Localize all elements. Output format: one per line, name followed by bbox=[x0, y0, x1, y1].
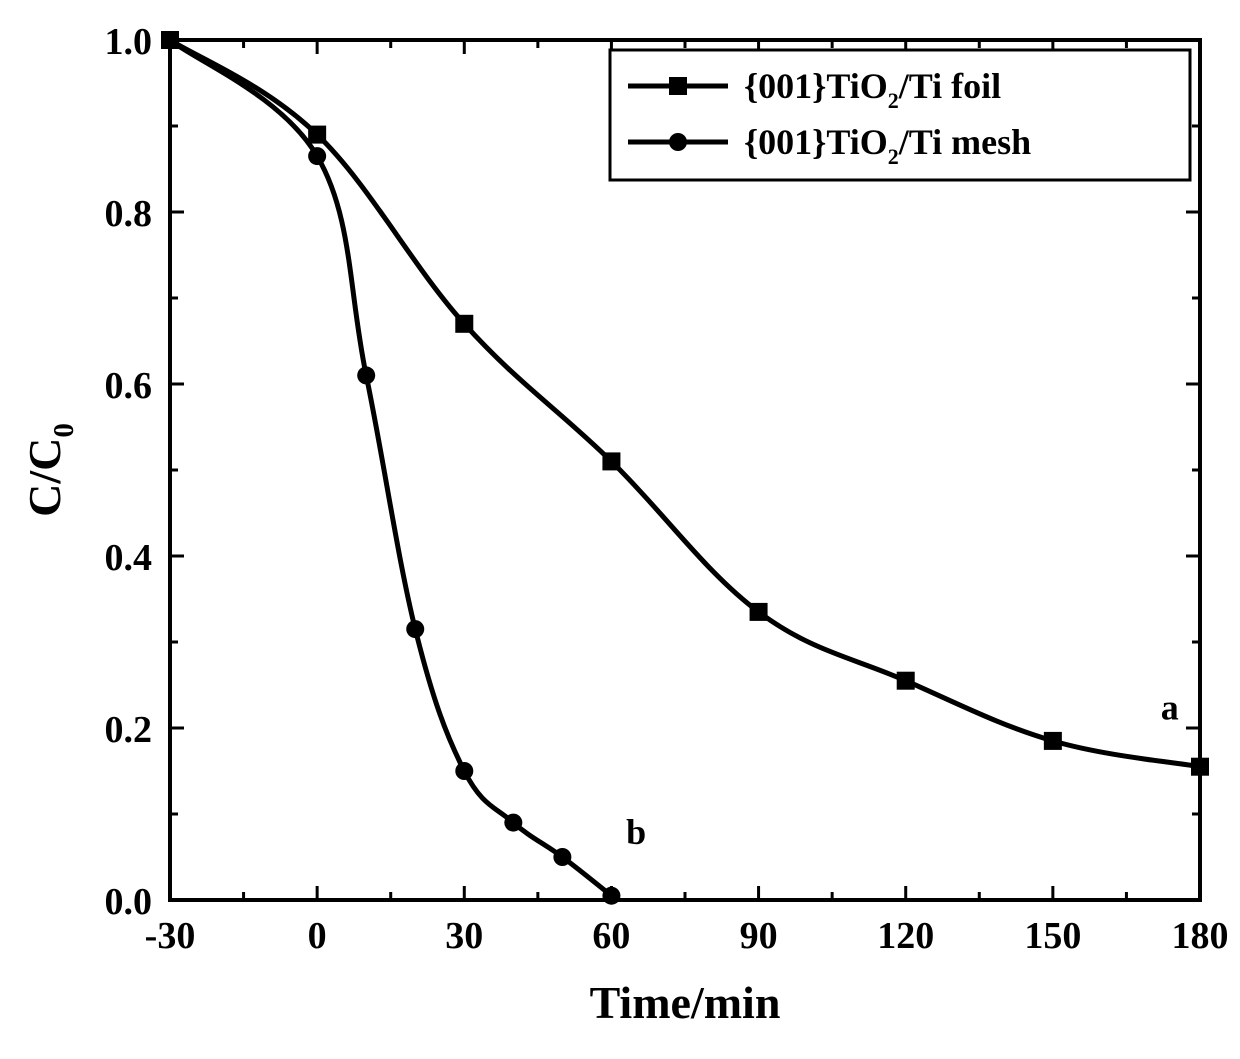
series-a-legend-label: {001}TiO2/Ti foil bbox=[744, 66, 1001, 113]
series-b-line bbox=[170, 40, 611, 896]
series-b-marker bbox=[504, 814, 522, 832]
series-b-marker bbox=[455, 762, 473, 780]
y-tick-label: 0.0 bbox=[105, 881, 153, 923]
chart-container: -30 0 30 60 90 120 150 180 Time/min 0.0 0.2 0.4 0.6 0… bbox=[0, 0, 1240, 1059]
x-tick-label: 180 bbox=[1172, 915, 1229, 957]
series-a-marker bbox=[308, 126, 326, 144]
chart-svg: -30 0 30 60 90 120 150 180 Time/min 0.0 0.2 0.4 0.6 0… bbox=[0, 0, 1240, 1059]
x-tick-label: 30 bbox=[445, 915, 483, 957]
series-b-marker bbox=[406, 620, 424, 638]
series-a-marker bbox=[602, 452, 620, 470]
x-tick-label: -30 bbox=[145, 915, 196, 957]
series-b-annotation: b bbox=[626, 812, 646, 852]
y-tick-label: 0.6 bbox=[105, 365, 153, 407]
series-b-legend-marker bbox=[669, 133, 687, 151]
series-a-marker bbox=[897, 672, 915, 690]
series-a-marker bbox=[750, 603, 768, 621]
svg-text:C/C0: C/C0 bbox=[19, 423, 80, 517]
x-tick-label: 150 bbox=[1024, 915, 1081, 957]
y-tick-label: 0.2 bbox=[105, 709, 153, 751]
y-tick-label: 1.0 bbox=[105, 21, 153, 63]
series-a-annotation: a bbox=[1161, 687, 1179, 727]
series-a-marker bbox=[455, 315, 473, 333]
series-b-marker bbox=[308, 147, 326, 165]
x-axis-title: Time/min bbox=[590, 977, 781, 1028]
x-tick-label: 60 bbox=[592, 915, 630, 957]
series-b-marker bbox=[357, 366, 375, 384]
series-a-marker bbox=[1191, 758, 1209, 776]
series-a-marker bbox=[1044, 732, 1062, 750]
series-b-marker bbox=[553, 848, 571, 866]
x-tick-label: 120 bbox=[877, 915, 934, 957]
series-a-legend-marker bbox=[669, 77, 687, 95]
series-b-legend-label: {001}TiO2/Ti mesh bbox=[744, 122, 1031, 169]
y-tick-label: 0.8 bbox=[105, 193, 153, 235]
x-tick-label: 90 bbox=[740, 915, 778, 957]
y-tick-label: 0.4 bbox=[105, 537, 153, 579]
y-axis-title: C/C0 bbox=[19, 423, 80, 517]
x-tick-label: 0 bbox=[308, 915, 327, 957]
series-b-marker bbox=[161, 31, 179, 49]
series-b-marker bbox=[602, 887, 620, 905]
